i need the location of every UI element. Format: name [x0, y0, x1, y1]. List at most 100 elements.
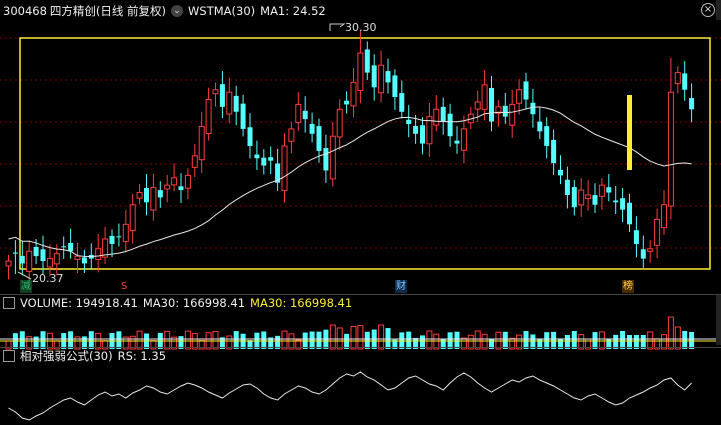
high-price-label: 30.30	[345, 21, 377, 34]
candle-down	[454, 140, 460, 144]
close-icon[interactable]: ×	[701, 3, 715, 17]
candle-down	[323, 148, 329, 171]
candle-down	[489, 88, 494, 122]
volume-bar	[433, 333, 440, 350]
candle-up	[674, 72, 681, 85]
candle-down	[502, 105, 508, 117]
candle-down	[564, 179, 570, 195]
volume-bar	[378, 324, 385, 350]
candle-up	[495, 106, 502, 114]
volume-bar	[392, 339, 398, 349]
candle-up	[667, 91, 674, 207]
candle-up	[191, 155, 198, 168]
volume-bar	[578, 334, 585, 350]
candle-down	[682, 73, 688, 90]
volume-bar	[564, 335, 570, 349]
volume-bar	[309, 331, 315, 349]
panel-toggle-icon[interactable]	[3, 297, 15, 309]
chevron-down-icon[interactable]: ⌄	[171, 5, 184, 17]
candle-up	[164, 184, 171, 190]
volume-bar	[275, 335, 281, 349]
candle-down	[109, 235, 115, 244]
chart-header: 300468 四方精创 (日线 前复权) ⌄ WSTMA(30) MA1: 24…	[0, 3, 331, 19]
volume-bar	[571, 331, 577, 349]
panel-toggle-icon[interactable]	[3, 350, 15, 362]
volume-bar	[74, 336, 81, 350]
volume-bar	[247, 340, 253, 349]
candle-up	[288, 128, 295, 142]
event-marker[interactable]: 财	[395, 280, 407, 293]
candle-up	[226, 91, 233, 115]
volume-ma-white: MA30: 166998.41	[142, 296, 246, 310]
volume-bar	[426, 330, 433, 350]
highlight-box	[19, 37, 711, 270]
candle-down	[571, 187, 577, 208]
candle-down	[399, 93, 405, 112]
volume-bar	[667, 316, 674, 350]
scrollbar[interactable]	[716, 0, 721, 20]
volume-bar	[502, 331, 508, 349]
candle-down	[392, 75, 398, 98]
volume-bar	[88, 331, 94, 349]
candle-up	[509, 103, 516, 126]
candle-down	[413, 125, 419, 134]
candle-down	[689, 98, 695, 110]
candle-up	[46, 258, 53, 268]
candle-down	[613, 200, 619, 203]
volume-title: VOLUME: 194918.41	[20, 296, 138, 310]
panel-divider	[0, 347, 721, 348]
candle-down	[261, 157, 267, 166]
volume-bar	[551, 331, 557, 349]
volume-bar	[81, 336, 87, 349]
ma1-value: MA1: 24.52	[260, 4, 326, 18]
event-marker[interactable]: S	[118, 280, 130, 293]
candle-up	[150, 187, 157, 211]
candle-down	[254, 154, 260, 159]
rs-line	[8, 371, 692, 421]
candle-up	[460, 128, 467, 151]
candle-up	[102, 238, 109, 258]
volume-bar	[226, 335, 233, 350]
volume-bar	[316, 331, 322, 349]
candle-down	[302, 110, 308, 120]
volume-bar	[454, 331, 460, 349]
candle-down	[268, 157, 274, 161]
candle-down	[309, 123, 315, 134]
low-price-label: 20.37	[32, 272, 64, 285]
candle-up	[184, 174, 191, 189]
event-marker[interactable]: 减	[20, 280, 32, 293]
volume-bar	[627, 335, 632, 349]
candle-up	[198, 125, 205, 161]
candle-down	[240, 103, 246, 129]
volume-bar	[682, 331, 688, 349]
candle-up	[53, 253, 60, 265]
volume-bar	[558, 338, 563, 349]
candle-down	[440, 106, 446, 122]
candle-down	[233, 95, 239, 112]
volume-bar	[219, 337, 225, 349]
volume-bar	[406, 331, 412, 349]
candle-down	[116, 236, 122, 238]
event-marker[interactable]: 榜	[622, 280, 634, 293]
candle-down	[551, 139, 557, 164]
candle-down	[530, 102, 536, 115]
volume-bar	[474, 330, 481, 350]
candle-up	[350, 81, 357, 107]
candle-down	[178, 186, 184, 191]
candle-down	[523, 81, 529, 100]
signal-bar	[627, 95, 632, 170]
volume-bar	[467, 334, 474, 350]
candle-down	[81, 257, 87, 264]
scrollbar[interactable]	[716, 295, 721, 345]
candle-down	[12, 252, 18, 254]
candle-up	[585, 194, 592, 200]
candle-up	[336, 108, 343, 138]
volume-bar	[233, 331, 239, 349]
volume-bar	[647, 331, 654, 350]
volume-bar	[33, 336, 39, 349]
candle-up	[212, 89, 219, 95]
volume-bar	[68, 331, 74, 349]
candle-down	[633, 230, 639, 244]
volume-bar	[364, 331, 370, 349]
volume-bar	[413, 337, 419, 349]
